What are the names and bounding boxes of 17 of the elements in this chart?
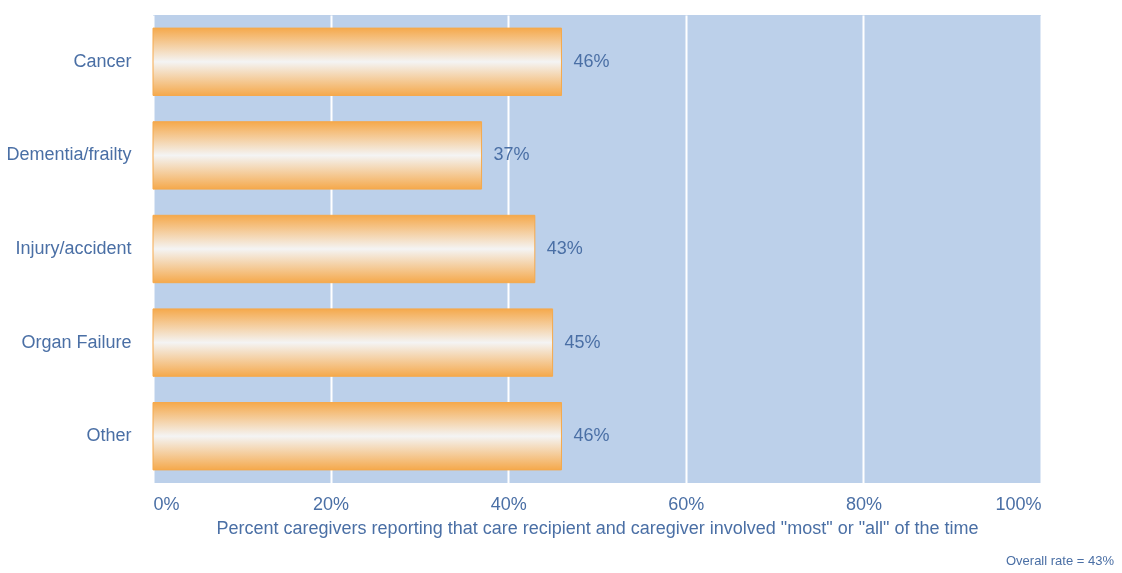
x-tick-label: 20% — [313, 493, 350, 514]
x-tick-label: 0% — [153, 493, 180, 514]
text: Overall rate = 43% — [1004, 553, 1114, 568]
x-axis-title: Percent caregivers reporting that care recipient and caregiver involved "most" or "all" of the time — [216, 517, 979, 538]
y-tick-label: Cancer — [73, 50, 132, 71]
data-label: 45% — [564, 331, 601, 352]
data-label: 43% — [546, 238, 583, 258]
y-tick-label: Injury/accident — [15, 238, 132, 258]
data-label: 46% — [573, 425, 610, 446]
x-tick-label: 40% — [490, 493, 527, 514]
x-tick-label: 100% — [995, 493, 1042, 514]
x-tick-label: 60% — [668, 493, 705, 514]
y-tick-label: Dementia/frailty — [6, 144, 132, 165]
y-tick-label: Organ Failure — [21, 331, 132, 352]
data-label: 46% — [573, 50, 610, 71]
x-tick-label: 80% — [845, 493, 882, 514]
y-tick-label: Other — [86, 425, 132, 446]
